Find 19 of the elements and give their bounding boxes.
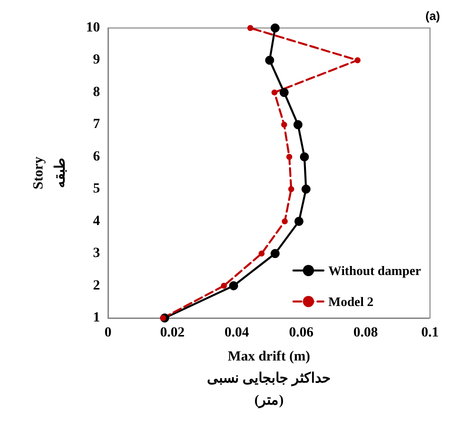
y-tick-label: 8 xyxy=(93,84,100,100)
y-tick-label: 7 xyxy=(93,117,100,132)
x-tick-label: 0.06 xyxy=(288,326,314,340)
y-tick-label: 5 xyxy=(93,182,100,197)
y-tick-label: 4 xyxy=(93,214,100,229)
y-tick-label: 6 xyxy=(93,149,100,164)
y-tick-label: 1 xyxy=(93,310,100,326)
legend-label: Model 2 xyxy=(328,294,374,309)
text: (a) xyxy=(425,9,440,23)
x-tick-label: 0.1 xyxy=(421,326,439,340)
y-tick-label: 3 xyxy=(93,246,100,262)
y-tick-label: 2 xyxy=(93,278,100,294)
x-tick-label: 0.04 xyxy=(224,326,250,340)
legend-label: Without damper xyxy=(328,263,422,278)
y-tick-label: 10 xyxy=(86,20,100,36)
x-tick-label: 0 xyxy=(104,326,112,340)
x-tick-label: 0.08 xyxy=(353,326,378,340)
y-tick-label: 9 xyxy=(93,52,100,68)
x-tick-label: 0.02 xyxy=(160,326,185,340)
